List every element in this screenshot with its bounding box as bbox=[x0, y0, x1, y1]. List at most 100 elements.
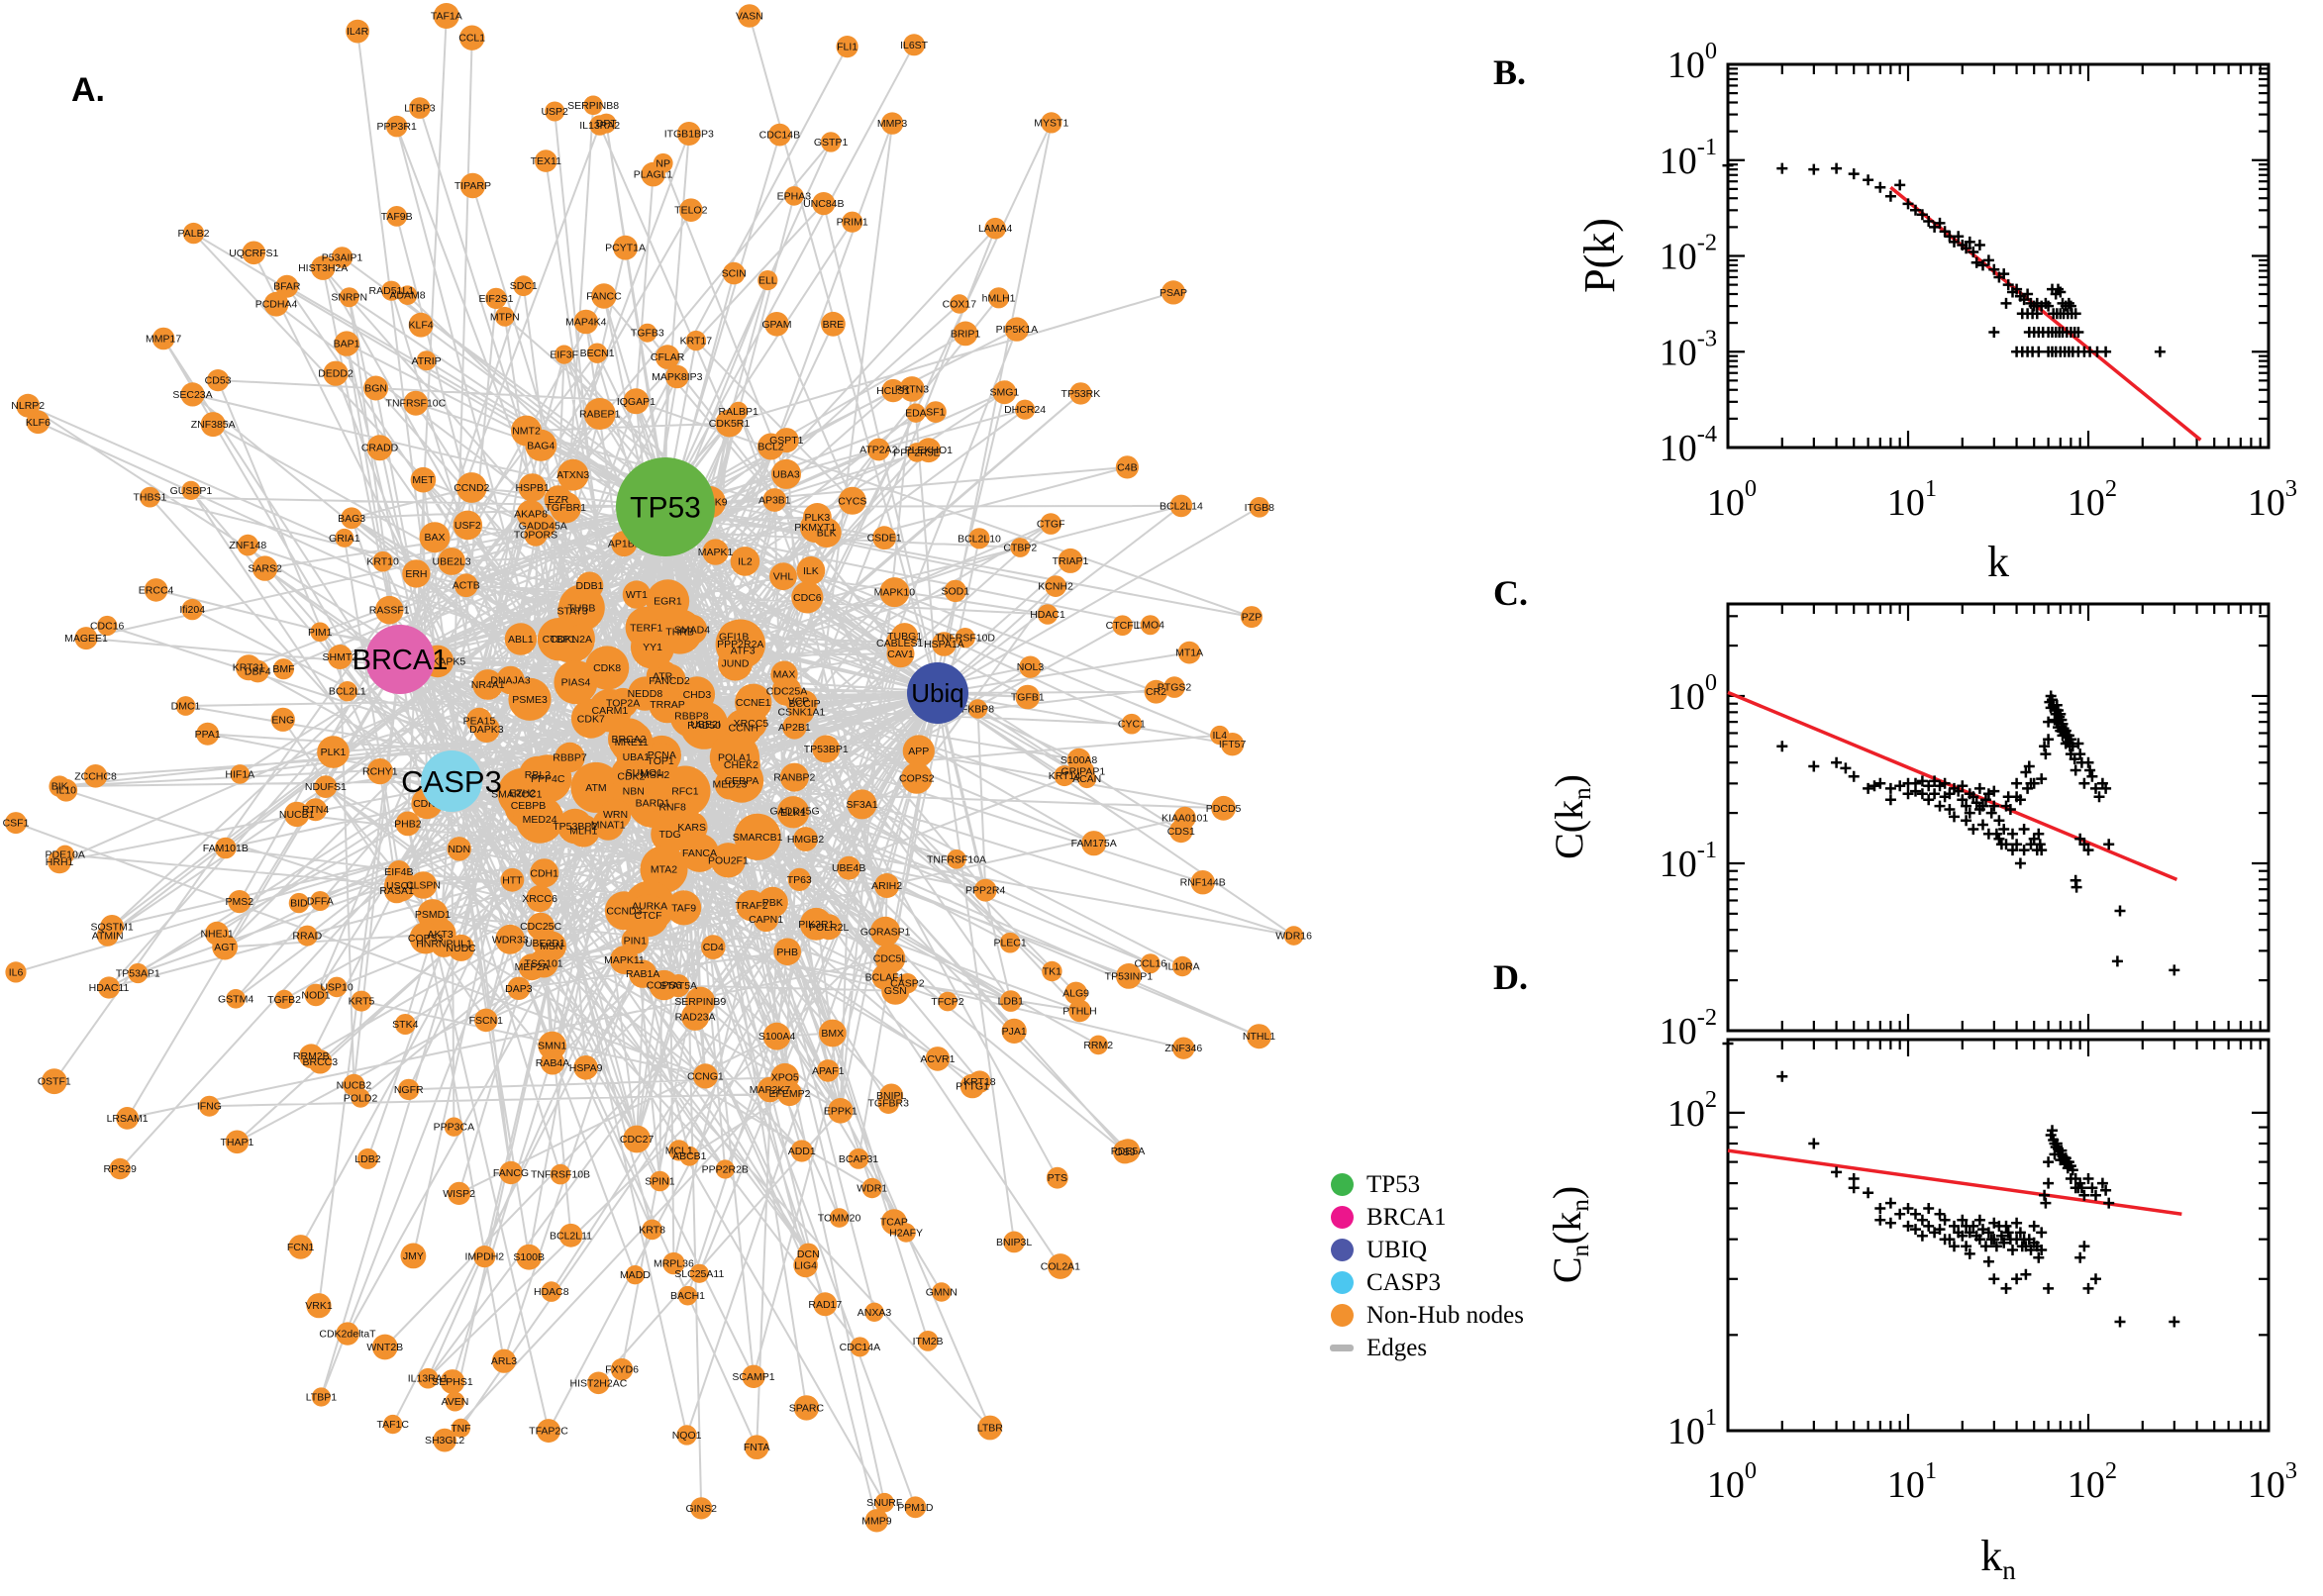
gene-label: AKT3 bbox=[427, 929, 453, 941]
gene-label: CCND3 bbox=[606, 905, 642, 917]
legend-item-label: Non-Hub nodes bbox=[1366, 1301, 1525, 1329]
gene-label: MED24 bbox=[523, 814, 557, 826]
gene-label: HTT bbox=[502, 874, 523, 886]
gene-node bbox=[906, 403, 926, 423]
gene-label: SMARCB1 bbox=[733, 832, 783, 844]
gene-node bbox=[967, 699, 988, 719]
gene-node bbox=[310, 622, 331, 643]
gene-label: TERF1 bbox=[630, 622, 662, 634]
gene-label: HRH1 bbox=[46, 856, 74, 868]
gene-label: SHMT2 bbox=[323, 651, 358, 663]
gene-label: IL6ST bbox=[900, 40, 929, 51]
gene-node bbox=[702, 539, 729, 565]
gene-label: ZNF385A bbox=[191, 419, 236, 431]
gene-label: FSCN1 bbox=[469, 1015, 504, 1027]
gene-node bbox=[916, 438, 942, 463]
gene-label: CDK2deltaT bbox=[319, 1329, 376, 1341]
legend-item-non-hub-nodes: Non-Hub nodes bbox=[1329, 1299, 1524, 1332]
gene-label: CCNG1 bbox=[687, 1070, 724, 1082]
tick-label: 100 bbox=[1707, 475, 1757, 524]
gene-label: TAF9B bbox=[381, 211, 413, 223]
gene-label: CTCFL bbox=[1106, 620, 1140, 632]
gene-node bbox=[903, 34, 926, 56]
gene-label: PDE10A bbox=[46, 849, 85, 861]
gene-label: BACH1 bbox=[670, 1290, 705, 1302]
gene-label: DAPK3 bbox=[469, 724, 504, 736]
gene-node bbox=[311, 1387, 331, 1407]
gene-node bbox=[680, 833, 719, 872]
gene-node bbox=[500, 867, 525, 892]
gene-label: KLF6 bbox=[26, 417, 50, 429]
gene-node bbox=[646, 579, 690, 623]
gene-node bbox=[1081, 831, 1107, 856]
gene-label: CAPN1 bbox=[749, 914, 783, 926]
gene-label: NQO1 bbox=[672, 1430, 702, 1442]
gene-node bbox=[811, 518, 842, 548]
gene-label: HIF1A bbox=[225, 768, 254, 780]
gene-label: PEA15 bbox=[463, 715, 496, 727]
tick-label: 10-2 bbox=[1660, 230, 1717, 278]
gene-node bbox=[284, 801, 310, 828]
gene-label: C4B bbox=[1117, 461, 1137, 473]
gene-node bbox=[642, 1219, 662, 1241]
gene-node bbox=[573, 1055, 598, 1080]
gene-label: ATM bbox=[585, 782, 606, 794]
gene-node bbox=[1015, 399, 1036, 420]
gene-node bbox=[556, 458, 589, 491]
gene-label: LMO4 bbox=[1136, 620, 1164, 632]
gene-node bbox=[1115, 455, 1139, 479]
gene-label: P53AIP1 bbox=[322, 252, 363, 264]
gene-label: SMAD4 bbox=[674, 624, 710, 636]
gene-label: KCNH2 bbox=[1038, 581, 1073, 593]
gene-node bbox=[762, 1022, 791, 1050]
network-legend: TP53 BRCA1 UBIQ CASP3 Non-Hub nodes Edges bbox=[1329, 1168, 1524, 1364]
legend-item-edges: Edges bbox=[1329, 1332, 1524, 1364]
gene-label: SMN1 bbox=[538, 1041, 566, 1052]
gene-label: TAF9 bbox=[671, 902, 696, 914]
gene-label: EPHA3 bbox=[777, 190, 812, 202]
gene-node bbox=[200, 412, 226, 438]
gene-label: CDC14A bbox=[840, 1342, 880, 1353]
gene-label: BCL2L1 bbox=[329, 686, 366, 698]
gene-node bbox=[331, 247, 354, 268]
gene-node bbox=[773, 938, 801, 966]
gene-node bbox=[532, 930, 558, 956]
gene-label: RALBP1 bbox=[719, 406, 758, 418]
gene-label: PBK bbox=[762, 897, 783, 909]
gene-label: PPP2R5E bbox=[893, 447, 940, 458]
node-swatch-icon bbox=[1329, 1270, 1355, 1296]
gene-node bbox=[403, 390, 429, 416]
gene-label: IL13RA2 bbox=[579, 120, 620, 132]
gene-label: CDC6 bbox=[793, 592, 822, 604]
gene-label: GADD45G bbox=[770, 805, 820, 817]
gene-label: BCL2L14 bbox=[1160, 500, 1203, 512]
gene-node bbox=[5, 812, 27, 835]
gene-node bbox=[1140, 953, 1161, 974]
gene-label: CTBP2 bbox=[1003, 543, 1037, 554]
gene-label: PSME3 bbox=[512, 694, 548, 706]
gene-label: HCLS1 bbox=[876, 385, 910, 397]
gene-node bbox=[152, 327, 175, 350]
gene-node bbox=[326, 976, 348, 998]
gene-node bbox=[649, 685, 686, 724]
gene-node bbox=[116, 1107, 139, 1130]
gene-node bbox=[848, 1148, 869, 1169]
gene-node bbox=[793, 1252, 818, 1278]
gene-label: CDC5L bbox=[873, 953, 908, 965]
gene-label: COPS6 bbox=[647, 980, 682, 992]
gene-label: DCN bbox=[797, 1248, 820, 1260]
gene-label: NHEJ1 bbox=[200, 928, 233, 940]
gene-node bbox=[557, 808, 593, 845]
gene-node bbox=[676, 122, 701, 146]
gene-label: CYCS bbox=[838, 495, 866, 507]
gene-node bbox=[317, 736, 350, 768]
gene-label: UBE2L3 bbox=[433, 556, 471, 568]
gene-label: TP53AP1 bbox=[116, 968, 160, 980]
gene-label: PDE5A bbox=[1111, 1146, 1145, 1157]
gene-label: BCL2 bbox=[758, 442, 783, 453]
gene-node bbox=[864, 1302, 884, 1323]
gene-label: RABEP1 bbox=[579, 409, 621, 421]
gene-node bbox=[1247, 1024, 1271, 1049]
gene-label: ELK1 bbox=[780, 807, 806, 819]
